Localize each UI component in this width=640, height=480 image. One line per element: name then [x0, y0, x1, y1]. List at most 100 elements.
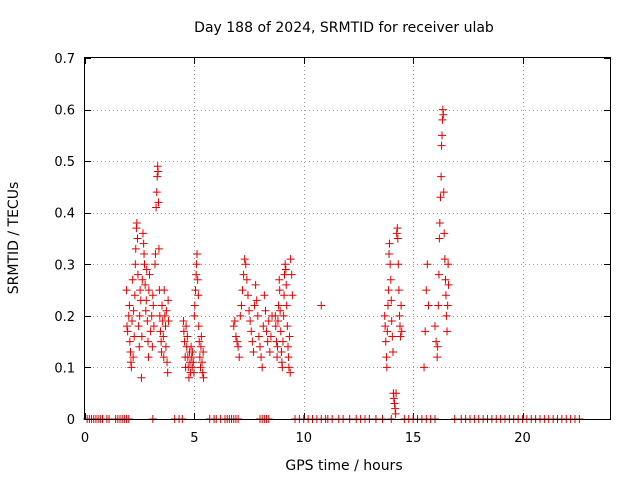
data-point	[421, 327, 430, 336]
data-point	[275, 275, 284, 284]
data-point	[439, 110, 448, 119]
axis-ticks	[85, 58, 610, 420]
grid	[85, 58, 610, 419]
data-point	[278, 337, 287, 346]
data-point	[140, 260, 149, 269]
data-point	[144, 286, 153, 295]
data-point	[254, 332, 263, 341]
y-tick-label: 0.5	[54, 155, 75, 170]
tick-labels: 0 0.1 0.2 0.3 0.4 0.5 0.6 0.7 0 5 10 15 20	[54, 52, 530, 446]
data-point	[384, 286, 393, 295]
data-point	[393, 234, 402, 243]
data-point	[233, 337, 242, 346]
x-tick-label: 15	[405, 431, 422, 446]
data-point	[123, 327, 132, 336]
data-point	[151, 260, 159, 269]
chart-title: Day 188 of 2024, SRMTID for receiver ula…	[194, 20, 494, 36]
data-point	[237, 301, 246, 310]
data-point	[193, 275, 202, 284]
data-point	[385, 239, 394, 248]
data-point	[397, 327, 406, 336]
data-point	[193, 249, 201, 258]
data-point	[230, 317, 239, 326]
data-point	[273, 353, 282, 362]
data-point	[381, 322, 390, 331]
data-point	[137, 332, 146, 341]
data-point	[287, 270, 296, 279]
data-point	[432, 337, 441, 346]
data-point	[189, 358, 198, 367]
data-point	[132, 219, 141, 228]
data-point	[433, 353, 442, 362]
data-point	[239, 270, 248, 279]
data-point	[288, 291, 297, 300]
data-point	[134, 322, 143, 331]
y-tick-label: 0.7	[54, 52, 75, 67]
data-point	[273, 342, 282, 351]
data-point	[279, 311, 288, 320]
data-point	[263, 337, 272, 346]
data-point	[437, 141, 446, 150]
data-point	[161, 342, 170, 351]
data-point	[140, 249, 149, 258]
data-point	[179, 327, 188, 336]
x-tick-label: 20	[514, 431, 531, 446]
data-point	[387, 296, 396, 305]
data-point	[133, 270, 142, 279]
data-point	[265, 347, 274, 356]
data-point	[129, 306, 138, 315]
data-point	[389, 394, 398, 403]
data-point	[158, 301, 166, 310]
data-point	[443, 301, 452, 310]
data-point	[159, 353, 168, 362]
data-point	[154, 198, 163, 207]
data-point	[395, 311, 404, 320]
data-point	[133, 234, 142, 243]
data-point	[438, 131, 446, 140]
data-point	[194, 291, 203, 300]
data-point	[197, 332, 206, 341]
data-point	[196, 363, 205, 372]
y-tick-label: 0.4	[54, 207, 75, 222]
data-point	[241, 260, 250, 269]
data-point	[180, 337, 189, 346]
data-point	[387, 317, 396, 326]
data-point	[276, 327, 285, 336]
data-point	[154, 244, 163, 253]
data-point	[434, 270, 443, 279]
data-point	[273, 317, 282, 326]
plot-frame	[84, 57, 611, 420]
data-point	[234, 342, 243, 351]
data-point	[397, 301, 406, 310]
data-point	[189, 368, 198, 377]
data-point	[443, 327, 452, 336]
data-point	[394, 260, 403, 269]
data-point	[151, 249, 160, 258]
data-point	[250, 301, 259, 310]
data-point	[148, 342, 157, 351]
data-point	[441, 275, 450, 284]
data-point	[195, 337, 204, 346]
data-point	[182, 322, 191, 331]
data-point	[389, 347, 397, 356]
data-point	[259, 322, 268, 331]
data-point	[243, 291, 252, 300]
data-point	[382, 363, 391, 372]
data-point	[424, 301, 433, 310]
data-point	[440, 229, 449, 238]
data-point	[388, 332, 397, 341]
data-point	[393, 224, 402, 233]
y-tick-label: 0	[67, 413, 75, 428]
data-point	[128, 317, 137, 326]
data-point	[284, 342, 292, 351]
data-point	[435, 219, 444, 228]
data-point	[160, 311, 169, 320]
data-point	[276, 306, 285, 315]
data-point	[198, 358, 207, 367]
data-point	[153, 172, 162, 181]
data-point	[138, 275, 147, 284]
y-axis-title: SRMTID / TECUs	[6, 182, 22, 295]
data-point	[142, 265, 151, 274]
data-point	[282, 301, 291, 310]
data-point	[146, 327, 155, 336]
